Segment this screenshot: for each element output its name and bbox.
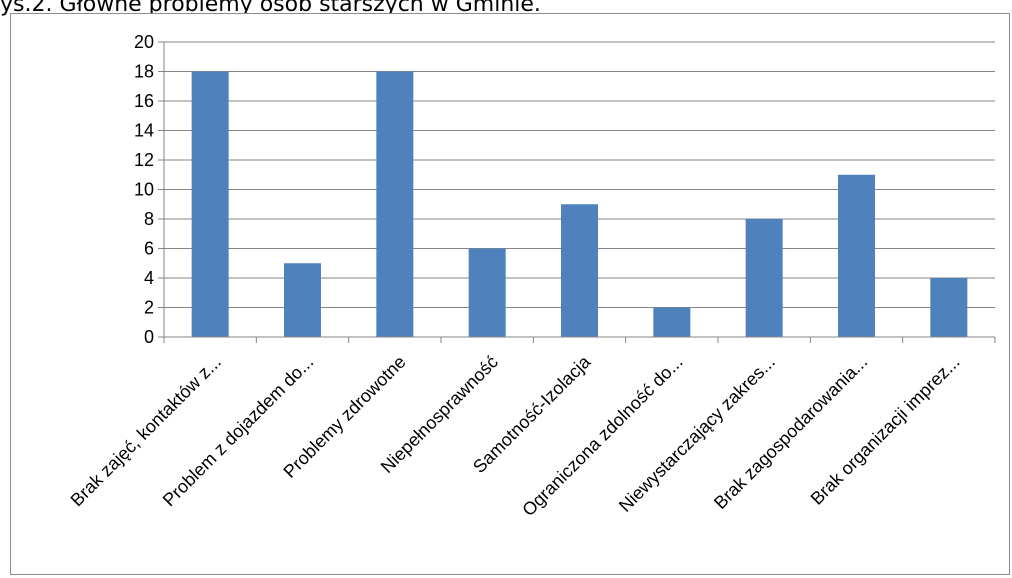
bar-2 <box>284 263 321 337</box>
bar-6 <box>653 307 691 337</box>
y-tick-label-2: 2 <box>144 298 154 318</box>
y-tick-labels: 0 2 4 6 8 10 12 14 16 18 20 <box>134 32 154 347</box>
category-label-7: Niewystarczający zakres... <box>615 352 779 516</box>
category-label-6: Ograniczona zdolność do... <box>518 352 686 520</box>
bar-9 <box>930 278 968 337</box>
y-tick-label-14: 14 <box>134 121 154 141</box>
bar-1 <box>191 71 229 337</box>
bar-4 <box>468 248 506 337</box>
y-tick-label-10: 10 <box>134 180 154 200</box>
bar-8 <box>838 174 875 337</box>
y-tick-label-8: 8 <box>144 209 154 229</box>
y-tick-label-12: 12 <box>134 150 154 170</box>
bars <box>191 71 968 337</box>
bar-3 <box>376 71 414 337</box>
category-label-1: Brak zajęć, kontaktów z... <box>67 352 225 510</box>
y-tick-label-18: 18 <box>134 62 154 82</box>
figure-caption: ys.2. Główne problemy osób starszych w G… <box>0 0 541 17</box>
bar-5 <box>561 204 598 337</box>
y-tick-label-16: 16 <box>134 91 154 111</box>
y-tick-label-0: 0 <box>144 327 154 347</box>
category-label-2: Problem z dojazdem do... <box>159 352 317 510</box>
bar-7 <box>745 219 783 337</box>
category-label-9: Brak organizacji imprez... <box>807 352 964 509</box>
y-tick-label-4: 4 <box>144 268 154 288</box>
category-label-8: Brak zagospodarowania... <box>710 352 871 513</box>
x-category-labels: Brak zajęć, kontaktów z...Problem z doja… <box>67 351 964 520</box>
y-tick-label-6: 6 <box>144 239 154 259</box>
y-tick-label-20: 20 <box>134 32 154 52</box>
axes <box>158 41 996 343</box>
